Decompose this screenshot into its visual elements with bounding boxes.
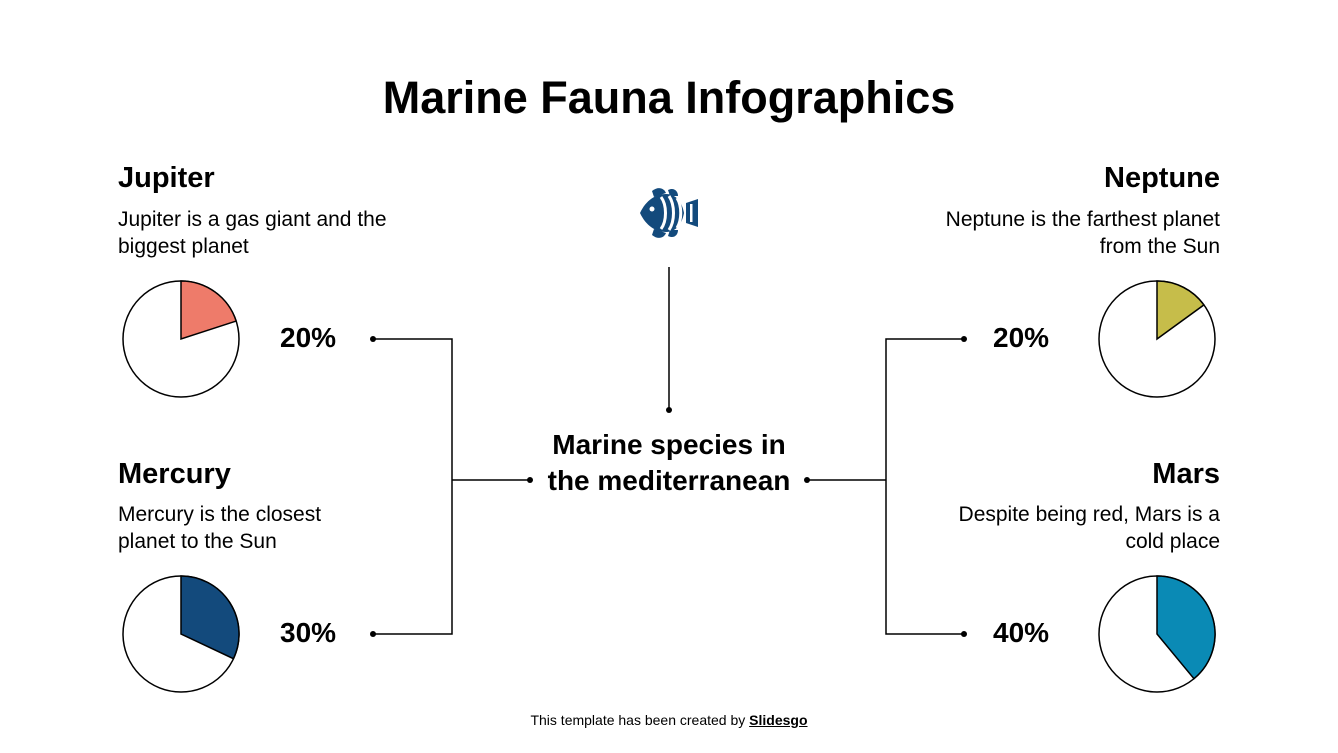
pie-chart-mars (1098, 575, 1216, 693)
center-label: Marine species in the mediterranean (547, 429, 791, 496)
item-percent-neptune: 20% (993, 322, 1050, 353)
fish-icon (640, 188, 698, 238)
item-percent-mercury: 30% (280, 617, 337, 648)
footer-credit: This template has been created by Slides… (0, 712, 1338, 728)
footer-text: This template has been created by (530, 712, 750, 728)
item-percent-mars: 40% (993, 617, 1050, 648)
item-percent-jupiter: 20% (280, 322, 337, 353)
pie-slice (1156, 575, 1216, 680)
item-desc-neptune: Neptune is the farthest planet from the … (945, 208, 1220, 258)
page-title: Marine Fauna Infographics (382, 72, 956, 123)
pie-chart-mercury (122, 575, 240, 693)
pie-chart-jupiter (122, 280, 240, 398)
item-title-mercury: Mercury (118, 458, 231, 490)
pie-slice (1156, 280, 1205, 341)
footer-brand-link[interactable]: Slidesgo (749, 712, 808, 728)
pie-slice (180, 575, 240, 660)
item-title-mars: Mars (1152, 458, 1220, 490)
pie-slice (180, 280, 238, 341)
item-desc-mercury: Mercury is the closest planet to the Sun (118, 503, 322, 553)
item-title-neptune: Neptune (1104, 162, 1220, 194)
item-title-jupiter: Jupiter (118, 162, 215, 194)
pie-chart-neptune (1098, 280, 1216, 398)
item-desc-mars: Despite being red, Mars is a cold place (958, 503, 1220, 553)
item-desc-jupiter: Jupiter is a gas giant and the biggest p… (118, 208, 387, 258)
